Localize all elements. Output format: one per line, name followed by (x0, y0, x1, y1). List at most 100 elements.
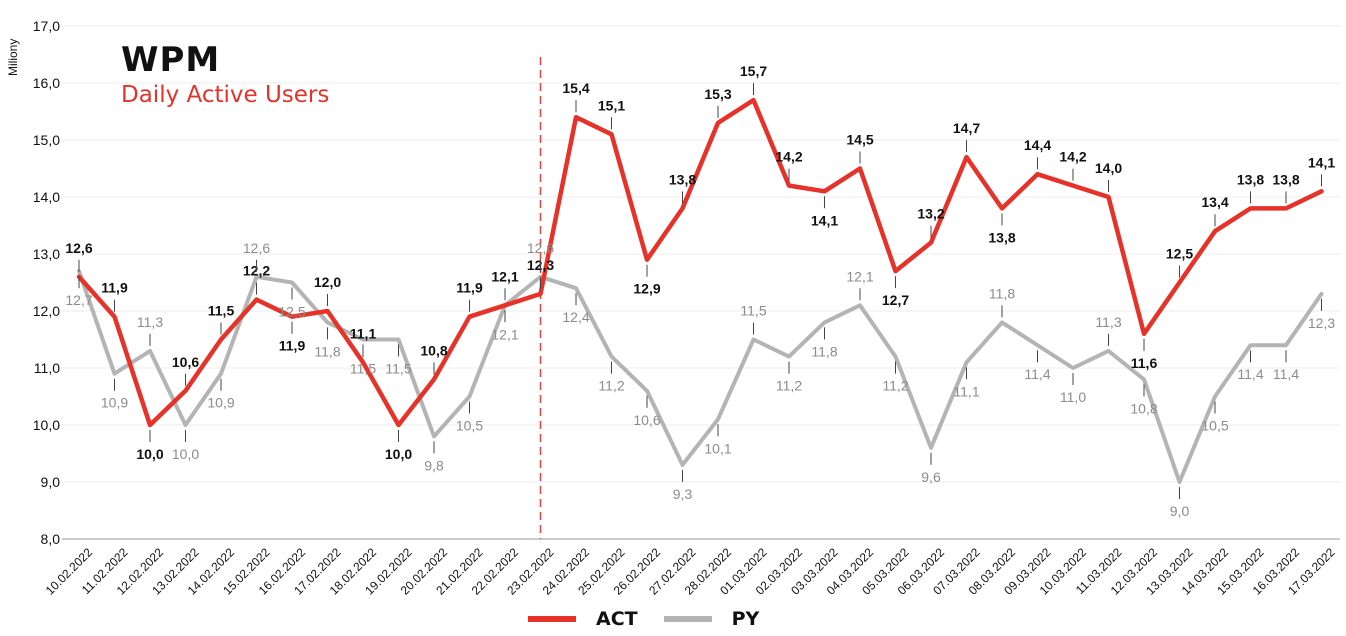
data-point-py (1178, 480, 1181, 484)
data-label-py: 12,3 (1308, 315, 1335, 331)
data-label-act: 13,4 (1201, 194, 1228, 210)
data-label-py: 12,4 (562, 309, 589, 325)
y-tick-label: 15,0 (33, 132, 60, 148)
y-tick-label: 16,0 (33, 75, 60, 91)
data-point-act (1000, 206, 1004, 210)
data-label-act: 10,6 (172, 354, 199, 370)
data-label-act: 15,1 (598, 97, 625, 113)
data-point-py (894, 355, 897, 359)
data-point-py (361, 338, 365, 341)
data-point-act (1249, 206, 1252, 210)
series-line-act (76, 97, 1324, 428)
y-axis-label: Miliony (6, 38, 20, 76)
data-labels-py: 12,7 10,9 11,3 10,0 10,9 12,6 12,5 11,8 11,5 11,5… (65, 240, 1335, 519)
data-label-act: 14,1 (811, 212, 838, 228)
data-label-py: 10,0 (172, 446, 199, 462)
data-point-act (539, 292, 542, 296)
data-point-py (397, 338, 400, 341)
legend-item-py[interactable]: PY (663, 608, 760, 630)
data-label-py: 9,0 (1170, 503, 1190, 519)
data-point-py (148, 349, 152, 353)
data-label-act: 14,2 (775, 149, 802, 165)
data-point-act (219, 338, 223, 341)
data-label-py: 9,3 (673, 486, 693, 502)
data-point-py (255, 275, 258, 279)
data-label-py: 10,5 (1201, 418, 1228, 434)
data-point-act (184, 389, 187, 393)
legend-swatch-py (663, 616, 712, 622)
data-label-py: 10,9 (207, 395, 234, 411)
legend-item-act[interactable]: ACT (528, 608, 638, 630)
data-point-py (716, 417, 720, 421)
data-label-py: 11,2 (882, 378, 908, 394)
data-label-act: 13,8 (669, 171, 696, 187)
data-point-act (610, 132, 613, 136)
data-point-py (1249, 343, 1252, 347)
data-label-py: 10,9 (101, 395, 128, 411)
data-point-act (858, 167, 862, 170)
data-point-py (787, 355, 791, 359)
data-label-act: 11,5 (208, 303, 235, 319)
data-point-act (1142, 332, 1146, 336)
data-point-py (113, 372, 116, 376)
legend-label-py: PY (731, 608, 760, 630)
data-label-py: 10,8 (1130, 400, 1157, 416)
data-label-py: 11,4 (1024, 366, 1050, 382)
data-point-py (1320, 292, 1323, 296)
data-label-act: 10,8 (420, 342, 447, 358)
data-label-act: 11,9 (279, 338, 306, 354)
data-label-act: 15,4 (562, 80, 589, 96)
data-point-py (1036, 343, 1039, 347)
data-point-act (255, 298, 258, 302)
data-label-act: 12,1 (491, 268, 518, 284)
data-label-act: 11,1 (350, 325, 377, 341)
data-label-py: 12,6 (527, 240, 554, 256)
data-point-act (965, 155, 968, 159)
data-point-py (965, 360, 968, 364)
data-point-py (326, 320, 329, 324)
data-label-act: 12,5 (1166, 246, 1193, 262)
data-point-py (468, 395, 471, 398)
data-label-act: 12,0 (314, 274, 341, 290)
data-point-act (290, 315, 294, 319)
series-points-py (77, 269, 1323, 484)
data-label-act: 14,7 (953, 120, 980, 136)
data-label-act: 11,9 (456, 280, 483, 296)
data-point-act (752, 98, 755, 102)
data-label-act: 13,8 (1272, 171, 1299, 187)
data-point-py (858, 303, 862, 307)
series-points-act (77, 98, 1323, 427)
data-point-py (1000, 320, 1004, 324)
data-point-act (894, 269, 897, 273)
data-point-act (1178, 281, 1181, 284)
data-label-act: 14,4 (1024, 137, 1051, 153)
data-point-act (929, 241, 933, 245)
data-point-act (716, 121, 720, 125)
data-label-py: 11,3 (1095, 314, 1121, 330)
data-label-py: 11,2 (776, 378, 802, 394)
y-tick-label: 17,0 (33, 18, 60, 34)
data-label-py: 11,5 (740, 303, 766, 319)
data-point-py (1284, 343, 1288, 347)
data-label-act: 14,2 (1059, 149, 1086, 165)
data-label-act: 12,7 (882, 292, 909, 308)
data-label-act: 15,7 (740, 63, 767, 79)
data-label-act: 13,8 (1237, 171, 1264, 187)
y-tick-label: 12,0 (33, 303, 60, 319)
data-label-py: 10,1 (704, 440, 731, 456)
data-label-act: 14,1 (1308, 154, 1335, 170)
data-label-py: 12,1 (491, 326, 518, 342)
data-point-py (752, 338, 755, 341)
data-point-py (645, 389, 649, 393)
data-point-act (1213, 229, 1217, 233)
chart-header: WPM Daily Active Users (121, 40, 329, 110)
data-point-act (361, 360, 365, 364)
data-point-act (574, 115, 578, 119)
data-point-act (432, 377, 436, 381)
data-label-act: 14,5 (846, 132, 873, 148)
data-label-py: 11,0 (1060, 389, 1086, 405)
data-label-act: 13,8 (988, 229, 1015, 245)
data-point-py (539, 275, 542, 279)
data-label-act: 12,6 (65, 240, 92, 256)
data-label-py: 11,2 (598, 378, 624, 394)
